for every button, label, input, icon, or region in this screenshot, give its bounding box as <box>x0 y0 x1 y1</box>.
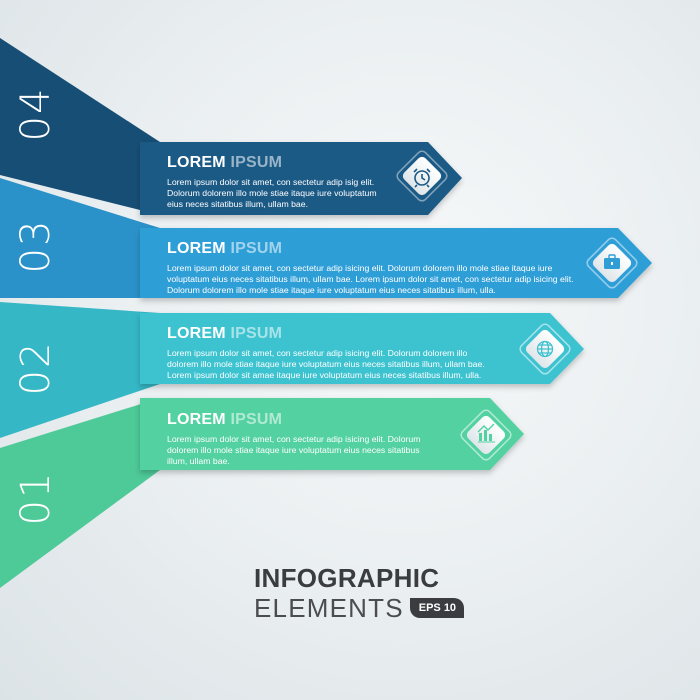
growth-chart-icon <box>477 423 495 443</box>
ribbon-01 <box>0 398 160 588</box>
band-04-text: LOREM IPSUM Lorem ipsum dolor sit amet, … <box>167 154 377 210</box>
band-03-title: LOREM IPSUM <box>167 240 577 258</box>
band-04-title: LOREM IPSUM <box>167 154 377 172</box>
band-04-body: Lorem ipsum dolor sit amet, con sectetur… <box>167 177 377 209</box>
band-02-title-2: IPSUM <box>230 325 283 342</box>
ribbon-03 <box>0 178 160 298</box>
band-02-title-1: LOREM <box>167 325 226 342</box>
ribbon-02 <box>0 302 160 438</box>
band-01-title-2: IPSUM <box>230 411 283 428</box>
band-03-text: LOREM IPSUM Lorem ipsum dolor sit amet, … <box>167 240 577 296</box>
band-01-title: LOREM IPSUM <box>167 411 439 429</box>
band-01 <box>0 398 524 588</box>
band-04-title-1: LOREM <box>167 154 226 171</box>
globe-icon <box>536 340 554 358</box>
band-04-shape <box>140 142 462 215</box>
band-03-title-2: IPSUM <box>230 240 283 257</box>
footer-row-2: ELEMENTS EPS 10 <box>254 593 465 623</box>
band-01-title-1: LOREM <box>167 411 226 428</box>
step-number-03: 03 <box>13 218 59 274</box>
band-01-body: Lorem ipsum dolor sit amet, con sectetur… <box>167 434 421 466</box>
band-02 <box>0 302 584 438</box>
step-number-02: 02 <box>13 340 59 396</box>
band-03-title-1: LOREM <box>167 240 226 257</box>
footer-line-2: ELEMENTS <box>254 593 404 623</box>
band-03 <box>0 178 652 298</box>
ribbon-04 <box>0 38 160 215</box>
briefcase-icon <box>604 254 620 269</box>
band-03-shape <box>140 228 652 298</box>
band-03-body: Lorem ipsum dolor sit amet, con sectetur… <box>167 263 574 295</box>
footer-line-1: INFOGRAPHIC <box>254 563 440 593</box>
band-04 <box>0 38 462 215</box>
band-02-text: LOREM IPSUM Lorem ipsum dolor sit amet, … <box>167 325 487 381</box>
footer-title: INFOGRAPHIC ELEMENTS EPS 10 <box>254 563 465 623</box>
step-number-04: 04 <box>13 86 59 142</box>
step-number-01: 01 <box>13 470 59 526</box>
band-01-text: LOREM IPSUM Lorem ipsum dolor sit amet, … <box>167 411 439 467</box>
band-02-shape <box>140 313 584 384</box>
band-04-title-2: IPSUM <box>230 154 283 171</box>
alarm-clock-icon <box>413 168 431 188</box>
band-02-body: Lorem ipsum dolor sit amet, con sectetur… <box>167 348 485 380</box>
band-02-title: LOREM IPSUM <box>167 325 487 343</box>
band-01-shape <box>140 398 524 470</box>
eps-badge: EPS 10 <box>409 598 465 618</box>
